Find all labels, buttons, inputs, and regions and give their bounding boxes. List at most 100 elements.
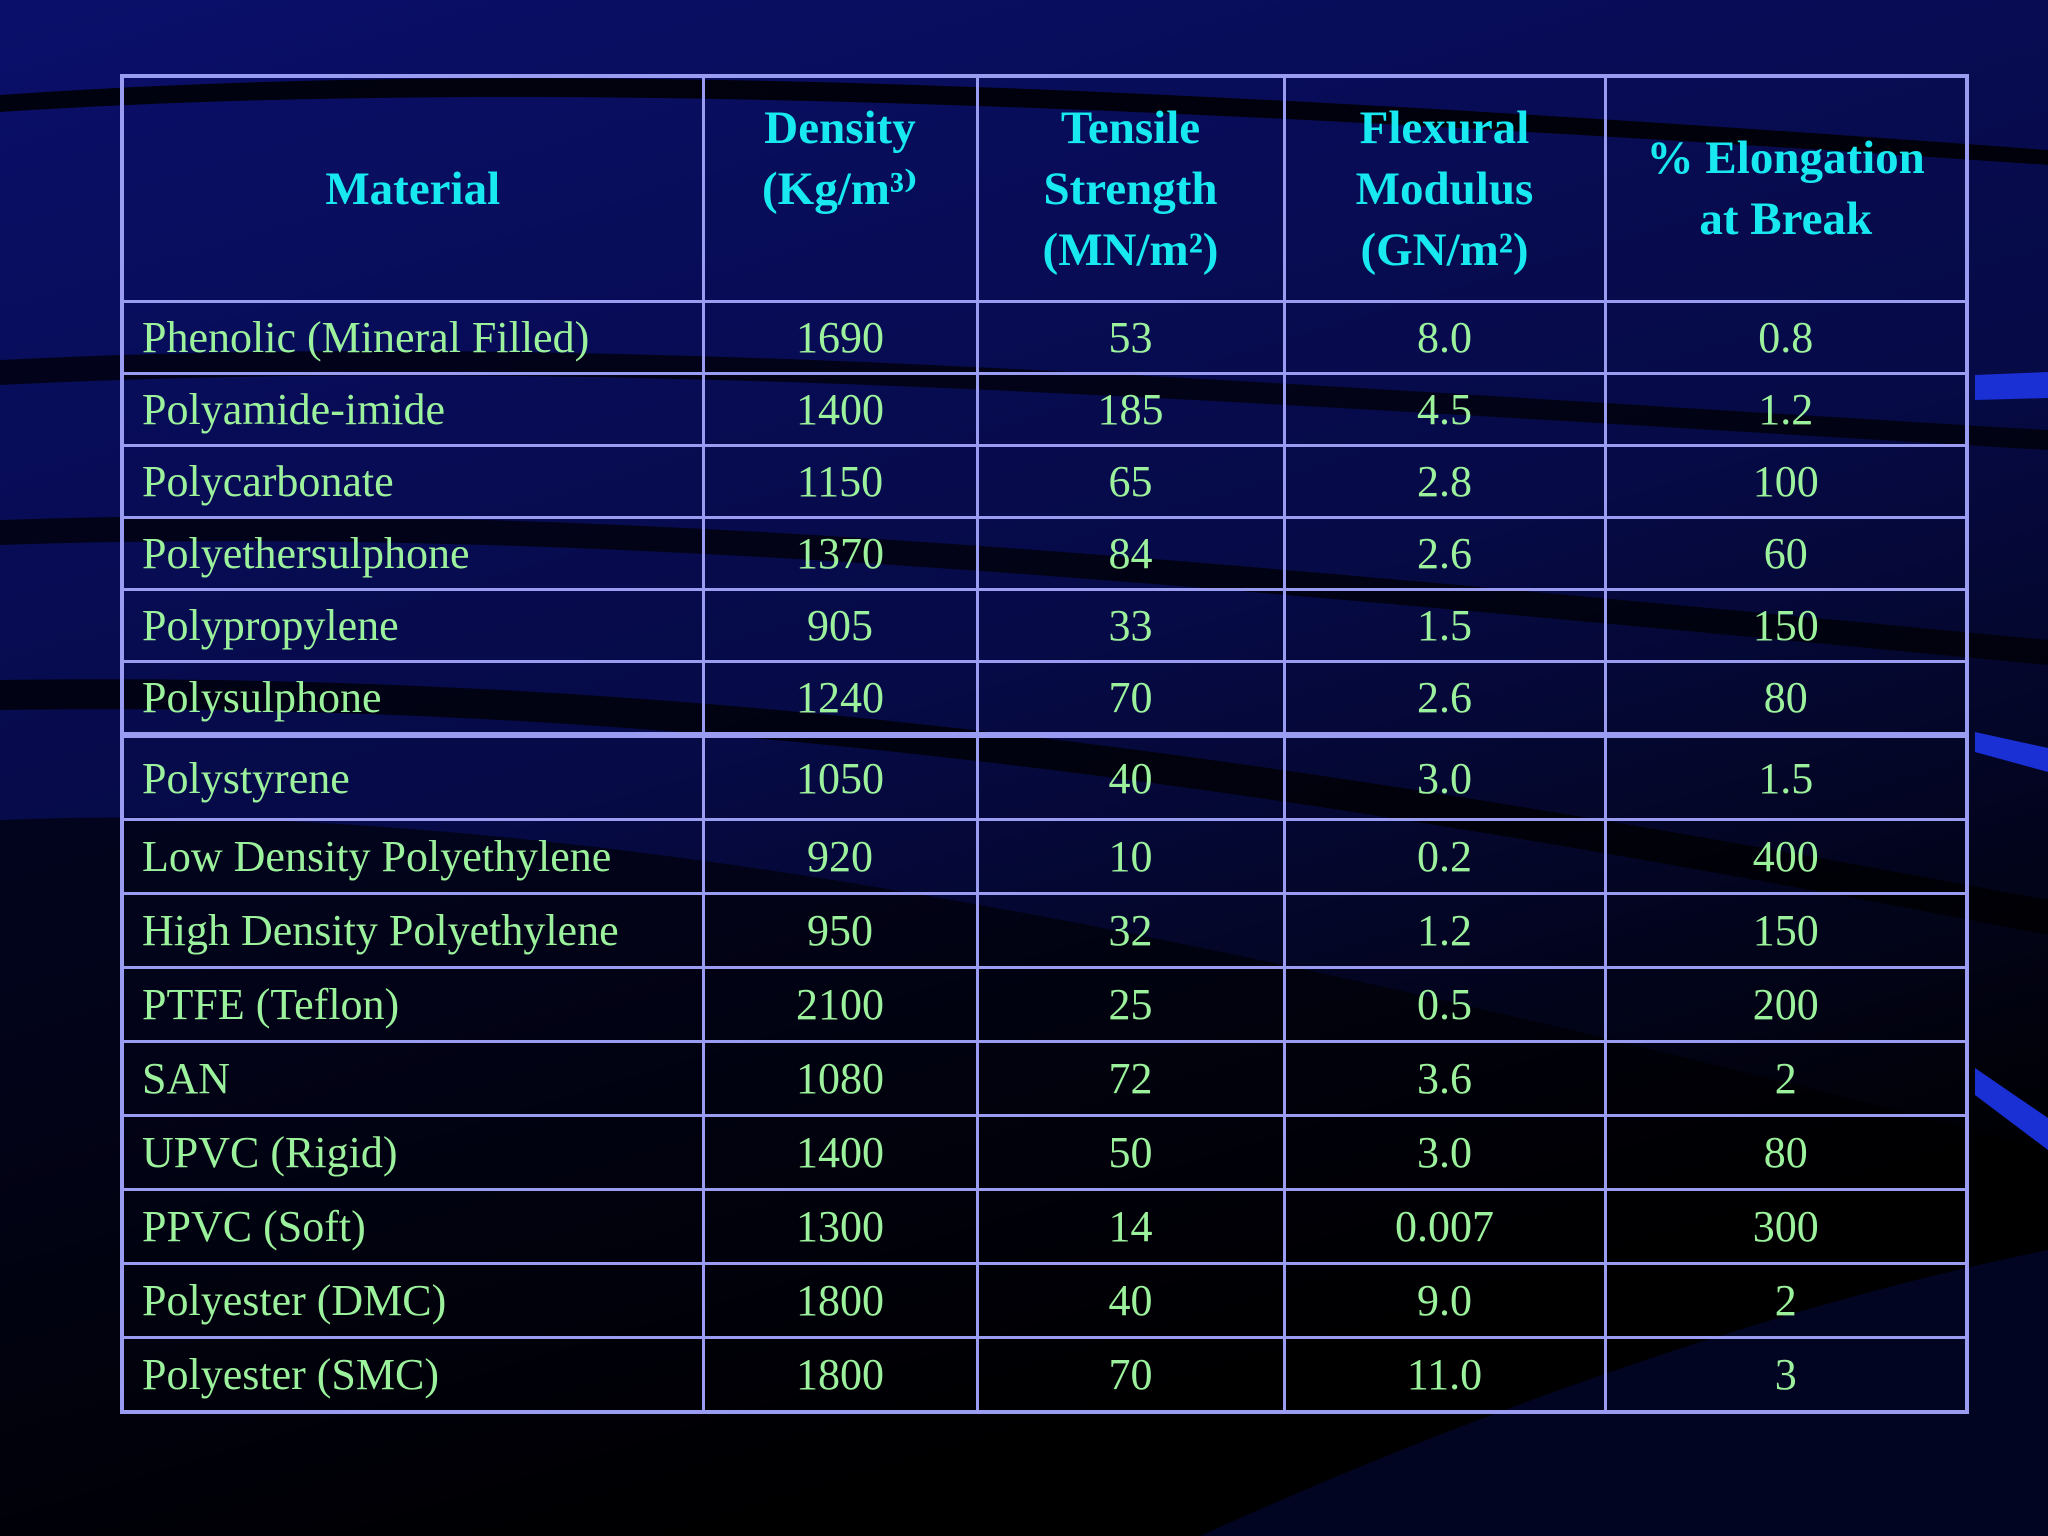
cell-density: 1300	[701, 1188, 979, 1265]
cell-tensile-strength: 70	[975, 1336, 1286, 1414]
table-row: Low Density Polyethylene 920 10 0.2 400	[120, 818, 1969, 895]
cell-material: SAN	[120, 1040, 705, 1117]
cell-flexural-modulus: 0.2	[1282, 818, 1607, 895]
cell-tensile-strength: 14	[975, 1188, 1286, 1265]
cell-tensile-strength: 70	[975, 660, 1286, 736]
cell-material: PTFE (Teflon)	[120, 966, 705, 1043]
cell-material: Polypropylene	[120, 588, 705, 663]
cell-flexural-modulus: 1.2	[1282, 892, 1607, 969]
cell-density: 1370	[701, 516, 979, 591]
cell-elongation: 2	[1603, 1040, 1969, 1117]
cell-elongation: 100	[1603, 444, 1969, 519]
cell-flexural-modulus: 11.0	[1282, 1336, 1607, 1414]
cell-flexural-modulus: 0.007	[1282, 1188, 1607, 1265]
cell-elongation: 0.8	[1603, 300, 1969, 375]
cell-tensile-strength: 40	[975, 734, 1286, 821]
cell-elongation: 1.5	[1603, 734, 1969, 821]
cell-elongation: 300	[1603, 1188, 1969, 1265]
cell-density: 1690	[701, 300, 979, 375]
cell-elongation: 2	[1603, 1262, 1969, 1339]
table-row: Polypropylene 905 33 1.5 150	[120, 588, 1969, 663]
cell-elongation: 200	[1603, 966, 1969, 1043]
cell-material: Polysulphone	[120, 660, 705, 736]
table-row: Polyester (SMC) 1800 70 11.0 3	[120, 1336, 1969, 1414]
cell-density: 1400	[701, 1114, 979, 1191]
cell-density: 1240	[701, 660, 979, 736]
table-row: UPVC (Rigid) 1400 50 3.0 80	[120, 1114, 1969, 1191]
cell-tensile-strength: 33	[975, 588, 1286, 663]
cell-material: Polyamide-imide	[120, 372, 705, 447]
cell-flexural-modulus: 0.5	[1282, 966, 1607, 1043]
cell-material: High Density Polyethylene	[120, 892, 705, 969]
cell-tensile-strength: 32	[975, 892, 1286, 969]
cell-elongation: 1.2	[1603, 372, 1969, 447]
table-row: High Density Polyethylene 950 32 1.2 150	[120, 892, 1969, 969]
cell-flexural-modulus: 8.0	[1282, 300, 1607, 375]
cell-flexural-modulus: 2.6	[1282, 516, 1607, 591]
header-tensile-strength: Tensile Strength (MN/m²)	[975, 74, 1286, 303]
table-header-row: Material Density (Kg/m³⁾ Tensile Strengt…	[120, 74, 1969, 303]
table-row: Polyester (DMC) 1800 40 9.0 2	[120, 1262, 1969, 1339]
cell-material: Polyester (SMC)	[120, 1336, 705, 1414]
cell-tensile-strength: 65	[975, 444, 1286, 519]
header-density: Density (Kg/m³⁾	[701, 74, 979, 303]
cell-tensile-strength: 10	[975, 818, 1286, 895]
cell-elongation: 60	[1603, 516, 1969, 591]
cell-tensile-strength: 84	[975, 516, 1286, 591]
cell-material: Polystyrene	[120, 734, 705, 821]
cell-elongation: 150	[1603, 892, 1969, 969]
cell-density: 905	[701, 588, 979, 663]
cell-flexural-modulus: 9.0	[1282, 1262, 1607, 1339]
table-row: Polystyrene 1050 40 3.0 1.5	[120, 734, 1969, 821]
cell-flexural-modulus: 3.0	[1282, 734, 1607, 821]
header-flexural-modulus: Flexural Modulus (GN/m²)	[1282, 74, 1607, 303]
cell-flexural-modulus: 2.8	[1282, 444, 1607, 519]
cell-elongation: 150	[1603, 588, 1969, 663]
cell-density: 920	[701, 818, 979, 895]
cell-density: 2100	[701, 966, 979, 1043]
cell-density: 1400	[701, 372, 979, 447]
header-elongation-at-break: % Elongation at Break	[1603, 74, 1969, 303]
table-body-top: Phenolic (Mineral Filled) 1690 53 8.0 0.8 Pol…	[120, 300, 1969, 736]
cell-tensile-strength: 72	[975, 1040, 1286, 1117]
cell-flexural-modulus: 3.6	[1282, 1040, 1607, 1117]
cell-tensile-strength: 50	[975, 1114, 1286, 1191]
cell-density: 1150	[701, 444, 979, 519]
material-properties-table-top: Material Density (Kg/m³⁾ Tensile Strengt…	[120, 74, 1969, 736]
header-material: Material	[120, 74, 705, 303]
cell-material: Low Density Polyethylene	[120, 818, 705, 895]
cell-tensile-strength: 40	[975, 1262, 1286, 1339]
cell-elongation: 80	[1603, 660, 1969, 736]
cell-elongation: 3	[1603, 1336, 1969, 1414]
material-properties-table-bottom: Polystyrene 1050 40 3.0 1.5 Low Density Polye…	[120, 734, 1969, 1414]
cell-material: Polyethersulphone	[120, 516, 705, 591]
table-row: PTFE (Teflon) 2100 25 0.5 200	[120, 966, 1969, 1043]
table-row: Polycarbonate 1150 65 2.8 100	[120, 444, 1969, 519]
cell-material: PPVC (Soft)	[120, 1188, 705, 1265]
cell-material: Phenolic (Mineral Filled)	[120, 300, 705, 375]
cell-density: 1800	[701, 1262, 979, 1339]
cell-flexural-modulus: 3.0	[1282, 1114, 1607, 1191]
table-row: SAN 1080 72 3.6 2	[120, 1040, 1969, 1117]
cell-density: 950	[701, 892, 979, 969]
cell-material: Polyester (DMC)	[120, 1262, 705, 1339]
cell-density: 1800	[701, 1336, 979, 1414]
table-row: Polyamide-imide 1400 185 4.5 1.2	[120, 372, 1969, 447]
cell-density: 1050	[701, 734, 979, 821]
cell-elongation: 400	[1603, 818, 1969, 895]
cell-tensile-strength: 185	[975, 372, 1286, 447]
cell-density: 1080	[701, 1040, 979, 1117]
cell-tensile-strength: 53	[975, 300, 1286, 375]
cell-flexural-modulus: 4.5	[1282, 372, 1607, 447]
cell-material: Polycarbonate	[120, 444, 705, 519]
cell-material: UPVC (Rigid)	[120, 1114, 705, 1191]
cell-flexural-modulus: 1.5	[1282, 588, 1607, 663]
cell-elongation: 80	[1603, 1114, 1969, 1191]
table-body-bottom: Polystyrene 1050 40 3.0 1.5 Low Density Polye…	[120, 734, 1969, 1414]
table-row: PPVC (Soft) 1300 14 0.007 300	[120, 1188, 1969, 1265]
table-row: Polysulphone 1240 70 2.6 80	[120, 660, 1969, 736]
table-row: Phenolic (Mineral Filled) 1690 53 8.0 0.8	[120, 300, 1969, 375]
cell-flexural-modulus: 2.6	[1282, 660, 1607, 736]
table-row: Polyethersulphone 1370 84 2.6 60	[120, 516, 1969, 591]
cell-tensile-strength: 25	[975, 966, 1286, 1043]
